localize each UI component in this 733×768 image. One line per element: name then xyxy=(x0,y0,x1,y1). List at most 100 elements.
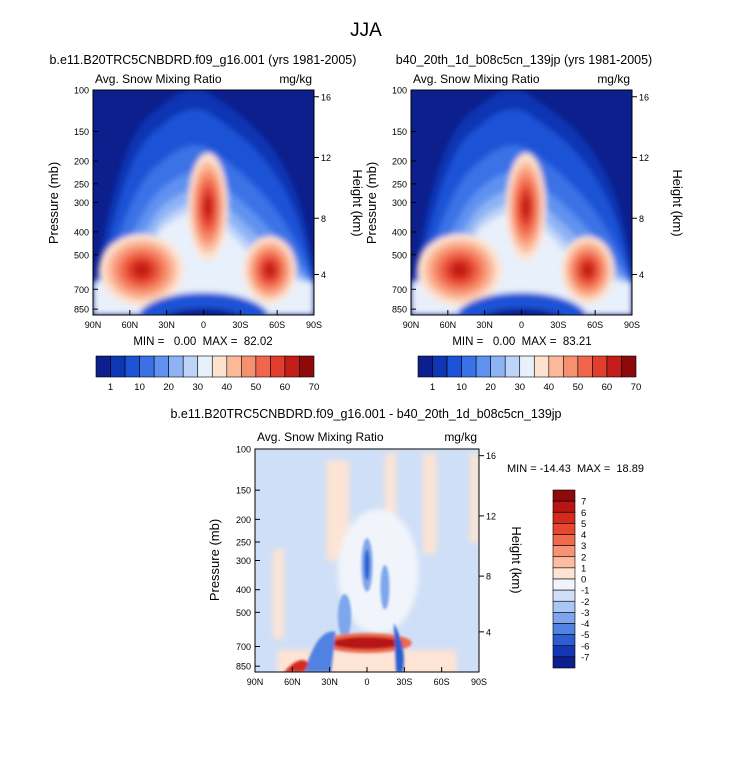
colorbar-swatch xyxy=(592,355,608,378)
x-tick-label: 90S xyxy=(306,320,322,330)
y-tick-label: 100 xyxy=(236,445,251,455)
y-tick-label: 400 xyxy=(392,227,407,237)
colorbar-label: 20 xyxy=(163,382,174,393)
colorbar-swatch xyxy=(446,355,462,378)
field-positive-band xyxy=(423,453,437,554)
field-positive-band xyxy=(470,453,479,543)
colorbar-label: 5 xyxy=(581,519,586,530)
y-tick-label: 250 xyxy=(392,179,407,189)
field-positive-band xyxy=(272,549,285,639)
field-negative-anomaly xyxy=(364,549,370,581)
panel-1-units: mg/kg xyxy=(279,72,312,86)
colorbar-swatch xyxy=(124,355,140,378)
colorbar-swatch xyxy=(211,355,228,378)
panel-3-stats: MIN = -14.43 MAX = 18.89 xyxy=(507,463,644,475)
colorbar-label: 0 xyxy=(581,575,586,586)
colorbar-label: 10 xyxy=(134,382,145,393)
field-contours xyxy=(411,90,632,315)
panel-1-field xyxy=(93,90,314,315)
colorbar-swatch xyxy=(139,355,155,378)
colorbar-swatch xyxy=(552,545,576,558)
field-negative-anomaly xyxy=(380,564,390,610)
colorbar-swatch xyxy=(519,355,535,378)
x-tick-label: 30S xyxy=(232,320,248,330)
x-tick-label: 60S xyxy=(269,320,285,330)
x-tick-label: 90S xyxy=(624,320,640,330)
field-negative-anomaly xyxy=(393,622,404,672)
colorbar-swatch xyxy=(552,567,576,580)
x-tick-label: 30S xyxy=(550,320,566,330)
colorbar-swatch xyxy=(197,355,213,378)
panel-3-field xyxy=(255,449,479,672)
y-tick-label: 100 xyxy=(74,86,89,96)
colorbar-label: 7 xyxy=(581,497,586,508)
y-tick-label: 150 xyxy=(236,486,251,496)
colorbar-swatch xyxy=(299,355,315,378)
y-tick-label: 400 xyxy=(74,227,89,237)
field-zero-zone xyxy=(337,509,419,635)
height-tick-label: 4 xyxy=(486,627,491,637)
field-negative-anomaly xyxy=(337,593,352,639)
panel-1-ylabel: Pressure (mb) xyxy=(46,162,61,244)
colorbar-label: -3 xyxy=(581,608,589,619)
colorbar-label: 50 xyxy=(251,382,262,393)
colorbar-swatch xyxy=(504,355,521,378)
x-tick-label: 90N xyxy=(85,320,102,330)
height-tick-label: 12 xyxy=(321,153,331,163)
y-tick-label: 850 xyxy=(392,305,407,315)
colorbar-label: -7 xyxy=(581,652,589,663)
y-tick-label: 700 xyxy=(392,285,407,295)
colorbar-swatch xyxy=(284,355,300,378)
colorbar-swatch xyxy=(552,645,576,658)
x-tick-label: 0 xyxy=(201,320,206,330)
colorbar-swatch xyxy=(552,578,576,591)
height-tick-label: 4 xyxy=(639,270,644,280)
panel-3: b.e11.B20TRC5CNBDRD.f09_g16.001 - b40_20… xyxy=(170,407,643,687)
colorbar-swatch xyxy=(552,634,576,647)
page-title: JJA xyxy=(350,20,382,41)
colorbar-label: 10 xyxy=(456,382,467,393)
colorbar-label: -2 xyxy=(581,597,589,608)
colorbar-label: 2 xyxy=(581,552,586,563)
colorbar-label: 4 xyxy=(581,530,586,541)
colorbar-label: 1 xyxy=(581,563,586,574)
field-positive-anomaly xyxy=(284,660,309,672)
panel-2-field xyxy=(411,90,632,315)
colorbar-swatch xyxy=(552,511,576,524)
x-tick-label: 30N xyxy=(321,677,338,687)
y-tick-label: 500 xyxy=(74,250,89,260)
panel-1-ylabel-right: Height (km) xyxy=(350,169,365,236)
colorbar-label: 60 xyxy=(602,382,613,393)
y-tick-label: 700 xyxy=(236,642,251,652)
x-tick-label: 0 xyxy=(519,320,524,330)
colorbar-label: 40 xyxy=(222,382,233,393)
colorbar-swatch xyxy=(563,355,579,378)
y-tick-label: 500 xyxy=(236,608,251,618)
colorbar-swatch xyxy=(490,355,506,378)
y-tick-label: 400 xyxy=(236,585,251,595)
panel-3-ylabel: Pressure (mb) xyxy=(207,519,222,601)
x-tick-label: 0 xyxy=(364,677,369,687)
y-tick-label: 700 xyxy=(74,285,89,295)
y-tick-label: 200 xyxy=(236,515,251,525)
colorbar-swatch xyxy=(552,500,576,513)
colorbar-swatch xyxy=(461,355,477,378)
colorbar-label: 30 xyxy=(192,382,203,393)
field-features xyxy=(284,538,412,672)
field-surface-pool xyxy=(138,292,269,315)
panel-1: b.e11.B20TRC5CNBDRD.f09_g16.001 (yrs 198… xyxy=(46,53,365,393)
colorbar-label: -6 xyxy=(581,641,589,652)
y-tick-label: 300 xyxy=(74,198,89,208)
field-positive-band xyxy=(326,460,350,561)
x-tick-label: 30N xyxy=(158,320,175,330)
colorbar-swatch xyxy=(270,355,286,378)
colorbar-swatch xyxy=(552,489,576,502)
colorbar-swatch xyxy=(606,355,622,378)
panel-3-title: b.e11.B20TRC5CNBDRD.f09_g16.001 - b40_20… xyxy=(170,407,561,421)
colorbar-swatch xyxy=(552,600,576,613)
field-core xyxy=(521,196,530,218)
y-tick-label: 300 xyxy=(392,198,407,208)
panel-1-title: b.e11.B20TRC5CNBDRD.f09_g16.001 (yrs 198… xyxy=(50,53,357,67)
field-core xyxy=(451,262,469,278)
colorbar-label: 70 xyxy=(631,382,642,393)
